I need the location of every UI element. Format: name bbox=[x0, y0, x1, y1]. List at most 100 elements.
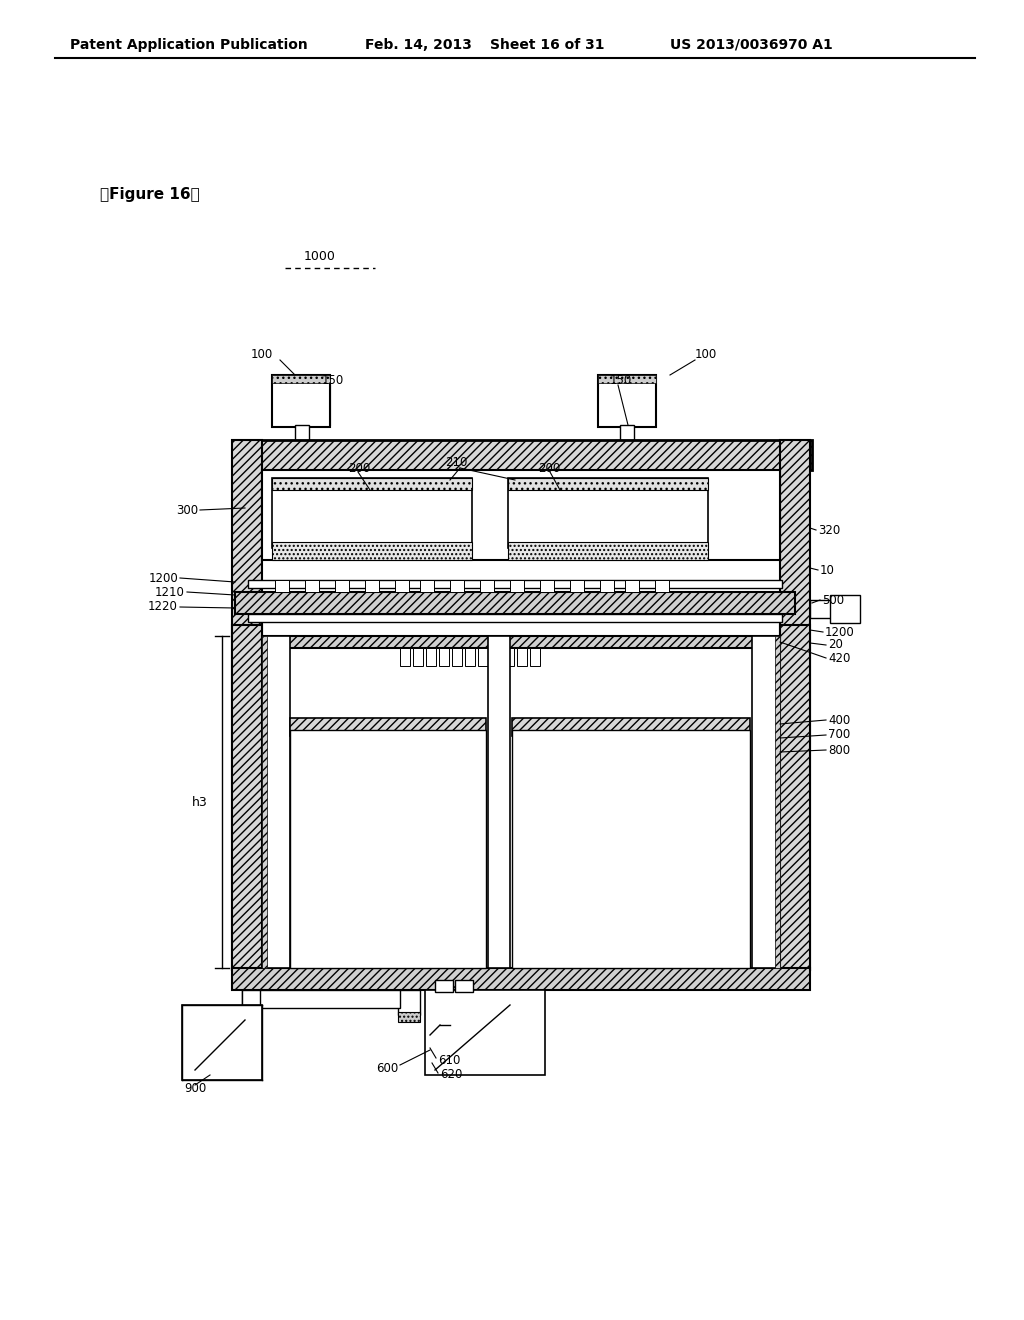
Bar bbox=[780, 624, 810, 970]
Bar bbox=[620, 425, 634, 445]
Bar bbox=[435, 979, 453, 993]
Bar bbox=[445, 1012, 467, 1022]
Bar bbox=[398, 1012, 420, 1022]
Bar bbox=[508, 478, 708, 490]
Text: Sheet 16 of 31: Sheet 16 of 31 bbox=[490, 38, 604, 51]
Bar bbox=[426, 648, 436, 667]
Bar bbox=[598, 375, 656, 426]
Text: 1210: 1210 bbox=[155, 586, 185, 598]
Text: 600: 600 bbox=[376, 1061, 398, 1074]
Bar bbox=[450, 579, 464, 591]
Bar bbox=[290, 440, 314, 450]
Text: 150: 150 bbox=[610, 374, 632, 387]
Bar bbox=[655, 579, 669, 591]
Bar bbox=[445, 990, 467, 1015]
Bar bbox=[508, 478, 708, 548]
Text: 420: 420 bbox=[828, 652, 850, 664]
Text: 900: 900 bbox=[184, 1081, 206, 1094]
Bar bbox=[780, 440, 810, 970]
Bar bbox=[600, 579, 614, 591]
Text: 400: 400 bbox=[828, 714, 850, 726]
Bar bbox=[232, 440, 262, 970]
Bar bbox=[305, 579, 319, 591]
Bar bbox=[830, 595, 860, 623]
Text: 300: 300 bbox=[176, 503, 198, 516]
Text: 210: 210 bbox=[444, 455, 467, 469]
Bar bbox=[540, 579, 554, 591]
Bar bbox=[262, 636, 267, 968]
Bar bbox=[420, 579, 434, 591]
Bar bbox=[275, 579, 289, 591]
Bar bbox=[290, 718, 486, 737]
Bar bbox=[272, 478, 472, 548]
Bar bbox=[272, 375, 330, 426]
Bar bbox=[248, 579, 782, 587]
Text: 1200: 1200 bbox=[825, 626, 855, 639]
Bar bbox=[232, 968, 810, 990]
Text: Feb. 14, 2013: Feb. 14, 2013 bbox=[365, 38, 472, 51]
Bar bbox=[365, 579, 379, 591]
Bar bbox=[517, 648, 527, 667]
Bar bbox=[439, 648, 449, 667]
Bar bbox=[413, 648, 423, 667]
Bar bbox=[272, 543, 472, 560]
Text: h3: h3 bbox=[193, 796, 208, 808]
Bar bbox=[234, 591, 795, 614]
Bar bbox=[252, 470, 792, 478]
Bar bbox=[490, 648, 501, 667]
Bar bbox=[512, 718, 750, 737]
Bar bbox=[465, 648, 475, 667]
Bar bbox=[478, 648, 488, 667]
Bar bbox=[232, 440, 812, 470]
Bar bbox=[242, 990, 260, 1045]
Bar bbox=[290, 730, 486, 968]
Bar bbox=[455, 979, 473, 993]
Text: 1200: 1200 bbox=[148, 572, 178, 585]
Bar bbox=[262, 636, 290, 968]
Text: 10: 10 bbox=[820, 564, 835, 577]
Text: 150: 150 bbox=[322, 374, 344, 387]
Bar bbox=[775, 636, 780, 968]
Bar bbox=[400, 648, 410, 667]
Bar bbox=[262, 470, 780, 560]
Text: 620: 620 bbox=[440, 1068, 463, 1081]
Bar bbox=[615, 440, 639, 450]
Text: 1220: 1220 bbox=[148, 601, 178, 614]
Bar bbox=[504, 648, 514, 667]
Bar bbox=[398, 990, 420, 1015]
Bar bbox=[512, 730, 750, 968]
Bar bbox=[752, 636, 780, 968]
Text: 20: 20 bbox=[828, 639, 843, 652]
Bar bbox=[452, 648, 462, 667]
Text: Patent Application Publication: Patent Application Publication bbox=[70, 38, 308, 51]
Text: 700: 700 bbox=[828, 729, 850, 742]
Text: 100: 100 bbox=[695, 348, 717, 362]
Bar bbox=[510, 579, 524, 591]
Text: 200: 200 bbox=[348, 462, 371, 474]
Bar bbox=[508, 543, 708, 560]
Bar bbox=[242, 990, 400, 1008]
Text: US 2013/0036970 A1: US 2013/0036970 A1 bbox=[670, 38, 833, 51]
Text: 610: 610 bbox=[438, 1053, 461, 1067]
Bar bbox=[272, 375, 330, 383]
Bar bbox=[425, 990, 545, 1074]
Bar bbox=[335, 579, 349, 591]
Bar bbox=[530, 648, 540, 667]
Bar bbox=[570, 579, 584, 591]
Bar bbox=[480, 579, 494, 591]
Bar bbox=[395, 579, 409, 591]
Bar bbox=[262, 636, 780, 648]
Bar bbox=[248, 614, 782, 622]
Text: 500: 500 bbox=[822, 594, 844, 606]
Text: 200: 200 bbox=[538, 462, 560, 474]
Text: 1000: 1000 bbox=[304, 249, 336, 263]
Text: 800: 800 bbox=[828, 743, 850, 756]
Bar bbox=[182, 1005, 262, 1080]
Text: 【Figure 16】: 【Figure 16】 bbox=[100, 187, 200, 202]
Bar bbox=[295, 425, 309, 445]
Bar bbox=[488, 636, 510, 968]
Bar bbox=[232, 624, 262, 970]
Bar bbox=[272, 478, 472, 490]
Text: 100: 100 bbox=[251, 348, 273, 362]
Bar bbox=[810, 601, 855, 618]
